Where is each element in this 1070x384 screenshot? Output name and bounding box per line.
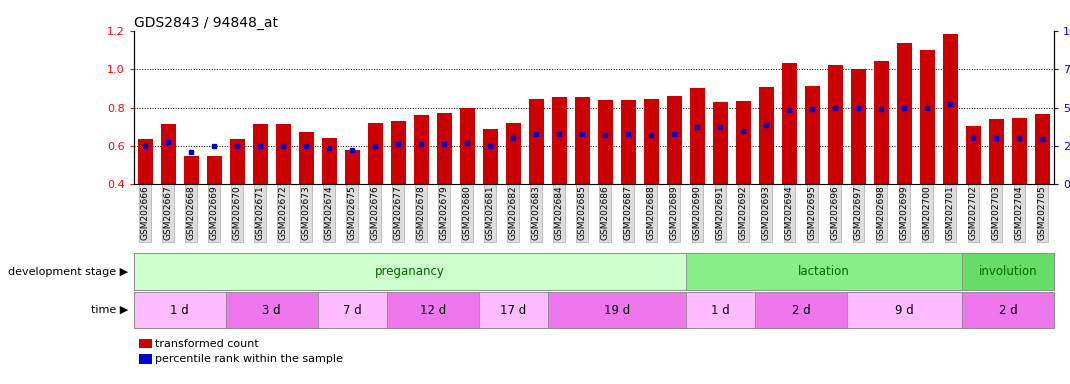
- Bar: [690, 88, 705, 184]
- Text: 3 d: 3 d: [262, 304, 281, 316]
- Bar: [943, 33, 958, 184]
- Text: 12 d: 12 d: [419, 304, 446, 316]
- Bar: [897, 43, 912, 184]
- Bar: [736, 101, 751, 184]
- Bar: [230, 139, 245, 184]
- Bar: [962, 292, 1054, 328]
- Bar: [782, 63, 797, 184]
- Bar: [759, 87, 774, 184]
- Bar: [207, 157, 221, 184]
- Text: 2 d: 2 d: [792, 304, 810, 316]
- Bar: [989, 119, 1004, 184]
- Bar: [387, 292, 479, 328]
- Bar: [667, 96, 682, 184]
- Bar: [552, 97, 567, 184]
- Text: 1 d: 1 d: [710, 304, 730, 316]
- Bar: [920, 50, 935, 184]
- Bar: [160, 124, 175, 184]
- Text: involution: involution: [979, 265, 1037, 278]
- Bar: [138, 139, 153, 184]
- Text: 7 d: 7 d: [342, 304, 362, 316]
- Text: preganancy: preganancy: [374, 265, 445, 278]
- Text: GDS2843 / 94848_at: GDS2843 / 94848_at: [134, 16, 278, 30]
- Text: development stage ▶: development stage ▶: [9, 266, 128, 277]
- Bar: [529, 99, 544, 184]
- Bar: [966, 126, 981, 184]
- Bar: [575, 97, 590, 184]
- Bar: [437, 113, 452, 184]
- Bar: [226, 292, 318, 328]
- Bar: [414, 115, 429, 184]
- Bar: [805, 86, 820, 184]
- Bar: [644, 99, 659, 184]
- Bar: [847, 292, 962, 328]
- Bar: [506, 123, 521, 184]
- Bar: [299, 131, 314, 184]
- Bar: [713, 102, 728, 184]
- Bar: [962, 253, 1054, 290]
- Text: 2 d: 2 d: [998, 304, 1018, 316]
- Bar: [1035, 114, 1050, 184]
- Bar: [479, 292, 548, 328]
- Bar: [548, 292, 686, 328]
- Text: 17 d: 17 d: [500, 304, 526, 316]
- Text: time ▶: time ▶: [91, 305, 128, 315]
- Bar: [1012, 118, 1027, 184]
- Bar: [874, 61, 889, 184]
- Text: lactation: lactation: [798, 265, 850, 278]
- Bar: [368, 123, 383, 184]
- Bar: [755, 292, 847, 328]
- Bar: [322, 138, 337, 184]
- Bar: [134, 292, 226, 328]
- Bar: [483, 129, 498, 184]
- Bar: [686, 292, 755, 328]
- Bar: [460, 108, 475, 184]
- Bar: [318, 292, 387, 328]
- Bar: [598, 100, 613, 184]
- Bar: [621, 100, 636, 184]
- Text: 19 d: 19 d: [603, 304, 630, 316]
- Text: transformed count: transformed count: [155, 339, 259, 349]
- Bar: [345, 150, 360, 184]
- Bar: [828, 65, 843, 184]
- Bar: [686, 253, 962, 290]
- Bar: [134, 253, 686, 290]
- Text: 9 d: 9 d: [895, 304, 914, 316]
- Bar: [391, 121, 406, 184]
- Bar: [184, 157, 199, 184]
- Bar: [253, 124, 268, 184]
- Bar: [851, 69, 866, 184]
- Bar: [276, 124, 291, 184]
- Text: percentile rank within the sample: percentile rank within the sample: [155, 354, 343, 364]
- Text: 1 d: 1 d: [170, 304, 189, 316]
